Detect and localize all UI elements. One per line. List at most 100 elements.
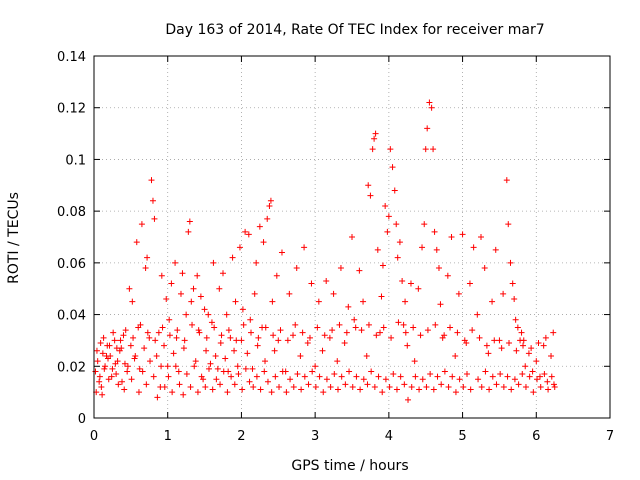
data-point xyxy=(235,371,242,378)
data-point xyxy=(369,146,376,153)
data-point xyxy=(352,324,359,331)
data-point xyxy=(304,340,311,347)
data-point xyxy=(223,311,230,318)
data-point xyxy=(402,298,409,305)
y-tick-label: 0.08 xyxy=(57,205,86,220)
data-point xyxy=(416,386,423,393)
data-point xyxy=(202,383,209,390)
data-point xyxy=(151,215,158,222)
data-point xyxy=(217,340,224,347)
data-point xyxy=(209,386,216,393)
data-point xyxy=(220,270,226,277)
data-point xyxy=(404,342,411,349)
data-point xyxy=(262,324,269,331)
data-point xyxy=(319,347,326,354)
data-point xyxy=(161,342,168,349)
data-point xyxy=(385,213,392,220)
data-point xyxy=(368,368,375,375)
data-point xyxy=(170,350,177,357)
data-point xyxy=(197,293,204,300)
data-point xyxy=(212,352,219,359)
data-point xyxy=(112,360,119,367)
data-point xyxy=(150,373,157,380)
data-point xyxy=(287,376,294,383)
data-point xyxy=(194,272,201,279)
data-point xyxy=(200,376,207,383)
data-point xyxy=(115,381,122,388)
data-point xyxy=(511,376,518,383)
data-point xyxy=(544,378,551,385)
data-point xyxy=(393,386,400,393)
data-point xyxy=(371,383,378,390)
data-point xyxy=(298,386,305,393)
data-point xyxy=(320,389,327,396)
data-point xyxy=(405,396,412,403)
data-point xyxy=(342,381,349,388)
data-point xyxy=(522,383,529,390)
data-point xyxy=(373,332,380,339)
data-point xyxy=(161,383,168,390)
data-point xyxy=(463,371,470,378)
data-point xyxy=(525,350,532,357)
data-point xyxy=(147,358,154,365)
data-point xyxy=(190,285,197,292)
data-point xyxy=(124,363,131,370)
data-point xyxy=(270,332,277,339)
data-point xyxy=(166,332,173,339)
data-point xyxy=(424,327,431,334)
data-point xyxy=(110,329,117,336)
data-point xyxy=(198,373,205,380)
data-point xyxy=(520,337,527,344)
data-point xyxy=(323,277,330,284)
data-point xyxy=(489,373,496,380)
data-point xyxy=(203,334,210,341)
data-point xyxy=(327,383,334,390)
data-point xyxy=(503,177,510,184)
data-point xyxy=(316,373,323,380)
x-tick-label: 5 xyxy=(458,429,466,444)
data-point xyxy=(175,368,182,375)
data-point xyxy=(176,381,183,388)
data-point xyxy=(489,298,496,305)
data-point xyxy=(94,358,101,365)
data-point xyxy=(447,324,454,331)
data-point xyxy=(548,352,555,359)
data-point xyxy=(500,290,507,297)
data-point xyxy=(109,365,116,372)
data-point xyxy=(158,363,165,370)
data-point xyxy=(334,386,341,393)
data-point xyxy=(222,355,229,362)
data-point xyxy=(533,358,540,365)
data-point xyxy=(127,342,134,349)
data-point xyxy=(262,358,269,365)
data-point xyxy=(93,347,100,354)
data-point xyxy=(205,365,212,372)
data-point xyxy=(158,272,165,279)
data-point xyxy=(360,298,367,305)
data-point xyxy=(412,373,419,380)
data-point xyxy=(378,293,385,300)
data-point xyxy=(96,373,103,380)
data-point xyxy=(251,290,258,297)
data-point xyxy=(194,389,201,396)
data-point xyxy=(308,280,315,287)
data-point xyxy=(519,371,526,378)
data-point xyxy=(137,321,144,328)
data-point xyxy=(550,381,557,388)
data-point xyxy=(358,327,365,334)
data-point xyxy=(445,383,452,390)
data-point xyxy=(273,272,280,279)
data-point xyxy=(299,329,306,336)
data-point xyxy=(225,327,232,334)
data-point xyxy=(439,334,446,341)
data-point xyxy=(154,394,161,401)
data-point xyxy=(213,376,220,383)
data-point xyxy=(478,234,484,240)
data-point xyxy=(323,376,330,383)
data-point xyxy=(166,316,173,323)
data-point xyxy=(217,381,224,388)
data-point xyxy=(172,259,179,266)
data-point xyxy=(99,391,106,398)
data-point xyxy=(393,221,400,228)
data-point xyxy=(238,337,245,344)
